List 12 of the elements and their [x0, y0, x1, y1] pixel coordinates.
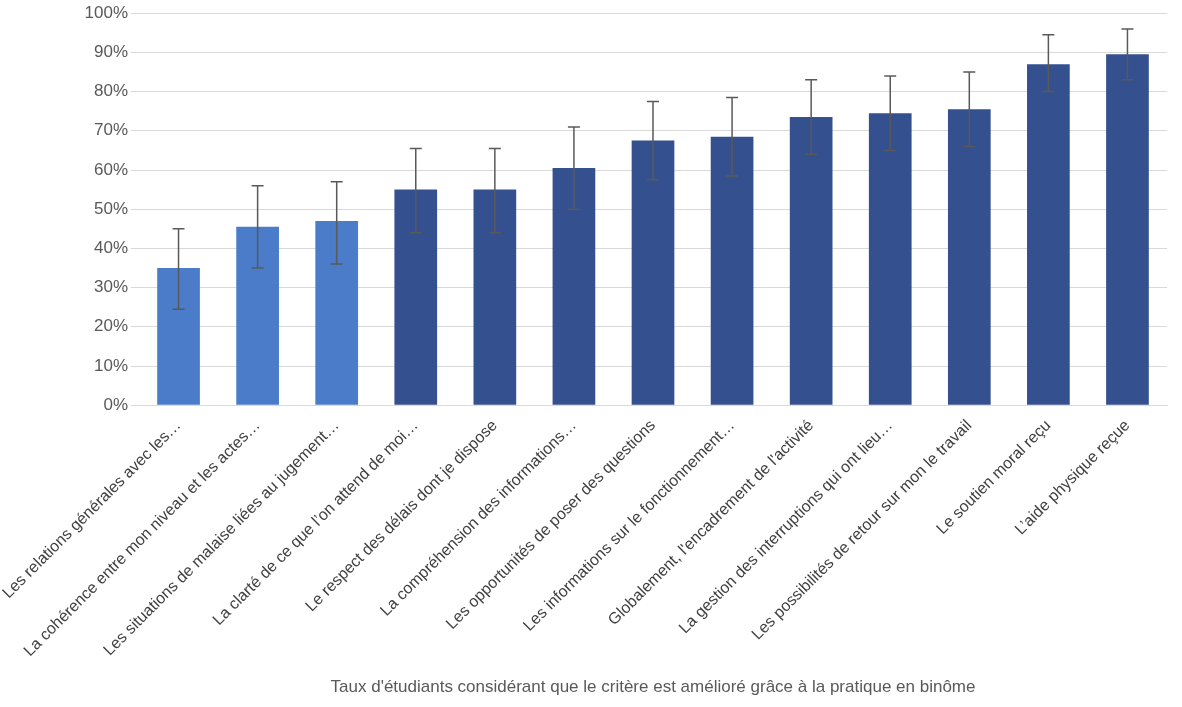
- y-tick-label: 40%: [93, 238, 128, 258]
- y-tick-label: 30%: [93, 277, 128, 297]
- y-tick-label: 60%: [93, 159, 128, 179]
- y-tick-label: 0%: [103, 394, 128, 414]
- y-tick-label: 70%: [93, 120, 128, 140]
- y-tick-label: 20%: [93, 316, 128, 336]
- y-tick-label: 50%: [93, 198, 128, 218]
- y-tick-label: 80%: [93, 81, 128, 101]
- y-tick-label: 90%: [93, 42, 128, 62]
- y-tick-label: 100%: [84, 2, 128, 22]
- y-tick-label: 10%: [93, 355, 128, 375]
- x-axis-title: Taux d'étudiants considérant que le critère est amélioré grâce à la pratique en binôme: [330, 677, 976, 697]
